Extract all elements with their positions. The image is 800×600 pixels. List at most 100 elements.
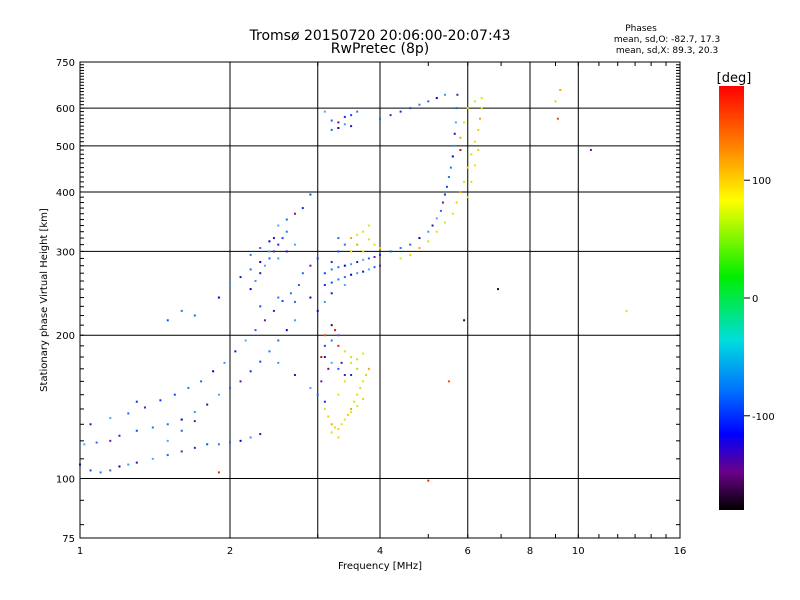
phase-box-line-x: mean, sd,X: 89.3, 20.3 [616,46,718,56]
data-point [83,443,86,446]
data-point [285,250,288,253]
data-point [350,374,353,377]
data-point [459,136,462,139]
data-point [223,361,226,364]
data-point [362,380,365,383]
data-point [379,247,381,250]
data-point [135,400,138,403]
data-point [323,300,326,303]
data-point [316,393,319,396]
data-point [356,358,359,361]
data-point [217,393,220,396]
data-point [277,361,280,364]
data-point [244,339,247,342]
data-point [340,361,343,364]
data-point [277,339,280,342]
data-point [356,367,359,370]
data-point [309,193,312,196]
data-point [473,140,476,143]
data-point [217,443,220,446]
data-point [459,148,462,151]
data-point [285,218,288,221]
data-point [373,243,376,246]
data-point [254,329,257,332]
data-point [249,370,252,373]
data-point [316,257,319,260]
data-point [217,471,220,474]
data-point [367,367,370,370]
data-point [418,103,421,106]
data-point [330,431,333,434]
data-point [427,240,430,243]
data-point [109,469,112,472]
data-point [353,400,356,403]
data-point [151,457,154,460]
x-tick-label: 8 [527,546,533,557]
data-point [350,114,353,117]
data-point [166,319,169,322]
data-point [268,250,271,253]
data-point [320,356,323,359]
data-point [173,393,176,396]
y-tick-label: 300 [56,247,75,258]
data-point [454,121,457,124]
data-points [79,88,628,482]
data-point [259,433,262,436]
data-point [301,272,304,275]
data-point [343,243,346,246]
data-point [427,100,430,103]
data-point [323,334,326,337]
data-point [268,240,271,243]
data-point [367,268,370,271]
data-point [453,132,456,135]
data-point [337,250,340,253]
data-point [323,110,326,113]
data-point [330,361,333,364]
colorbar-ticks: 100 0 -100 [744,176,775,423]
data-point [362,397,365,400]
data-point [340,423,343,426]
data-point [350,263,353,266]
data-point [259,261,262,264]
data-point [477,148,480,151]
data-point [441,201,444,204]
data-point [409,253,412,256]
data-point [334,426,337,429]
data-point [259,272,262,275]
data-point [229,441,231,444]
data-point [350,273,353,276]
data-point [399,110,402,113]
data-point [452,144,455,147]
colorbar-tick-label: 0 [752,294,758,305]
data-point [301,207,304,210]
data-point [277,296,280,299]
data-point [554,100,557,103]
data-point [330,119,333,122]
data-point [268,257,271,260]
data-point [193,446,196,449]
data-point [323,344,326,347]
data-point [334,329,337,332]
data-point [470,180,473,183]
axis-ticks: 1 2 4 6 8 10 16 75 100 200 300 400 500 600 750 [56,58,686,557]
data-point [443,93,446,96]
data-point [435,97,438,100]
data-point [323,272,326,275]
data-point [293,300,296,303]
data-point [447,380,450,383]
data-point [337,278,340,281]
data-point [263,264,266,267]
data-point [480,97,483,100]
chart-title: Tromsø 20150720 20:06:00-20:07:43 [249,28,511,44]
data-point [350,250,353,253]
data-point [346,413,349,416]
data-point [272,237,275,240]
data-point [127,463,130,466]
y-tick-label: 75 [62,534,75,545]
data-point [259,360,262,363]
data-point [259,247,262,250]
data-point [337,436,340,439]
data-point [289,292,292,295]
data-point [443,221,446,224]
